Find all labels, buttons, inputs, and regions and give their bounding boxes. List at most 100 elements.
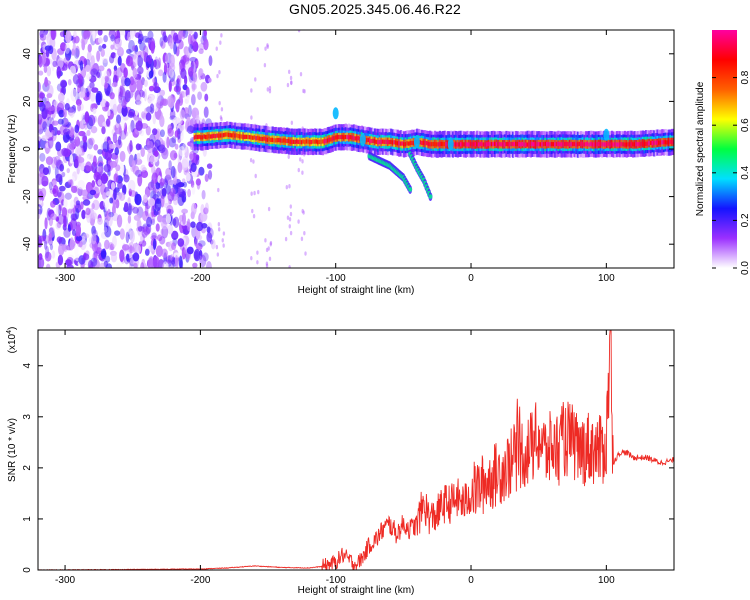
noise-blob (75, 200, 81, 206)
ridge-cell (456, 142, 459, 147)
noise-blob (156, 191, 161, 198)
noise-blob (137, 66, 144, 75)
noise-blob (139, 89, 144, 98)
ridge-cell (193, 135, 196, 140)
noise-blob (149, 103, 155, 114)
ridge-cell (612, 142, 615, 147)
noise-blob (67, 78, 72, 86)
noise-blob (182, 181, 188, 188)
noise-blob (264, 238, 267, 243)
noise-blob (43, 65, 48, 74)
noise-blob (159, 89, 166, 97)
noise-blob (51, 120, 59, 126)
noise-blob (140, 147, 145, 158)
noise-blob (57, 254, 64, 266)
ridge-cell (648, 141, 651, 146)
noise-blob (121, 244, 130, 251)
noise-blob (155, 99, 161, 110)
noise-blob (203, 30, 207, 37)
noise-blob (186, 246, 194, 255)
noise-blob (97, 217, 103, 225)
noise-blob (157, 57, 162, 69)
noise-blob (256, 260, 259, 265)
noise-blob (158, 144, 166, 154)
noise-blob (162, 261, 169, 268)
ridge-cell (245, 134, 248, 139)
ridge-cell (226, 132, 229, 137)
noise-blob (137, 117, 143, 127)
ridge-cell (388, 139, 391, 145)
noise-blob (173, 85, 181, 93)
noise-blob (56, 236, 63, 243)
ridge-cell (476, 141, 479, 146)
ridge-cell (594, 142, 597, 147)
ridge-cell (607, 141, 610, 147)
ridge-cell (503, 142, 506, 147)
noise-blob (269, 242, 272, 247)
noise-blob (301, 170, 304, 175)
noise-blob (267, 246, 270, 251)
ridge-cell (393, 140, 396, 145)
noise-blob (129, 139, 133, 153)
ridge-cell (659, 140, 662, 145)
snr-frame (37, 329, 675, 571)
noise-blob (147, 181, 155, 191)
noise-blob (143, 79, 148, 87)
noise-blob (109, 92, 115, 100)
noise-blob (155, 181, 161, 190)
noise-blob (114, 52, 118, 66)
noise-blob (168, 69, 175, 78)
noise-blob (119, 150, 126, 162)
noise-blob (267, 206, 271, 212)
ridge-cell (550, 142, 554, 147)
noise-blob (79, 60, 84, 71)
noise-blob (168, 80, 172, 92)
noise-blob (185, 173, 191, 182)
ridge-cell (334, 135, 338, 140)
noise-blob (103, 226, 108, 233)
noise-blob (142, 194, 148, 203)
noise-blob (86, 91, 90, 98)
noise-blob (87, 153, 94, 161)
noise-blob (166, 95, 175, 108)
ridge-cell (479, 141, 482, 147)
noise-blob (179, 109, 186, 120)
noise-blob (170, 165, 176, 179)
ridge-cell (606, 141, 609, 147)
noise-blob (58, 243, 65, 256)
noise-blob (123, 122, 128, 135)
ridge-cell (661, 140, 664, 145)
noise-blob (207, 169, 213, 180)
ridge-cell (198, 134, 201, 139)
ridge-cell (323, 139, 326, 144)
noise-blob (190, 180, 195, 188)
ridge-cell (424, 140, 427, 146)
noise-blob (256, 47, 259, 52)
noise-blob (105, 214, 113, 228)
ridge-cell (196, 134, 200, 140)
noise-blob (181, 208, 188, 214)
ridge-cell (560, 142, 563, 147)
ridge-cell (339, 134, 342, 140)
noise-blob (38, 208, 42, 215)
noise-blob (61, 147, 69, 157)
noise-blob (175, 66, 179, 76)
noise-blob (195, 178, 202, 186)
ridge-cell (381, 139, 385, 144)
ridge-cell (445, 142, 448, 147)
ridge-cell (420, 140, 424, 146)
noise-blob (120, 62, 126, 73)
noise-blob (60, 79, 68, 89)
noise-blob (191, 83, 198, 90)
noise-blob (165, 53, 170, 63)
noise-blob (82, 139, 88, 153)
noise-blob (119, 249, 125, 263)
ridge-cell (531, 141, 534, 147)
noise-blob (135, 169, 143, 178)
noise-blob (63, 118, 69, 125)
noise-blob (114, 84, 121, 97)
noise-blob (107, 109, 111, 117)
noise-blob (69, 178, 74, 188)
noise-blob (117, 180, 123, 189)
noise-blob (46, 66, 52, 77)
